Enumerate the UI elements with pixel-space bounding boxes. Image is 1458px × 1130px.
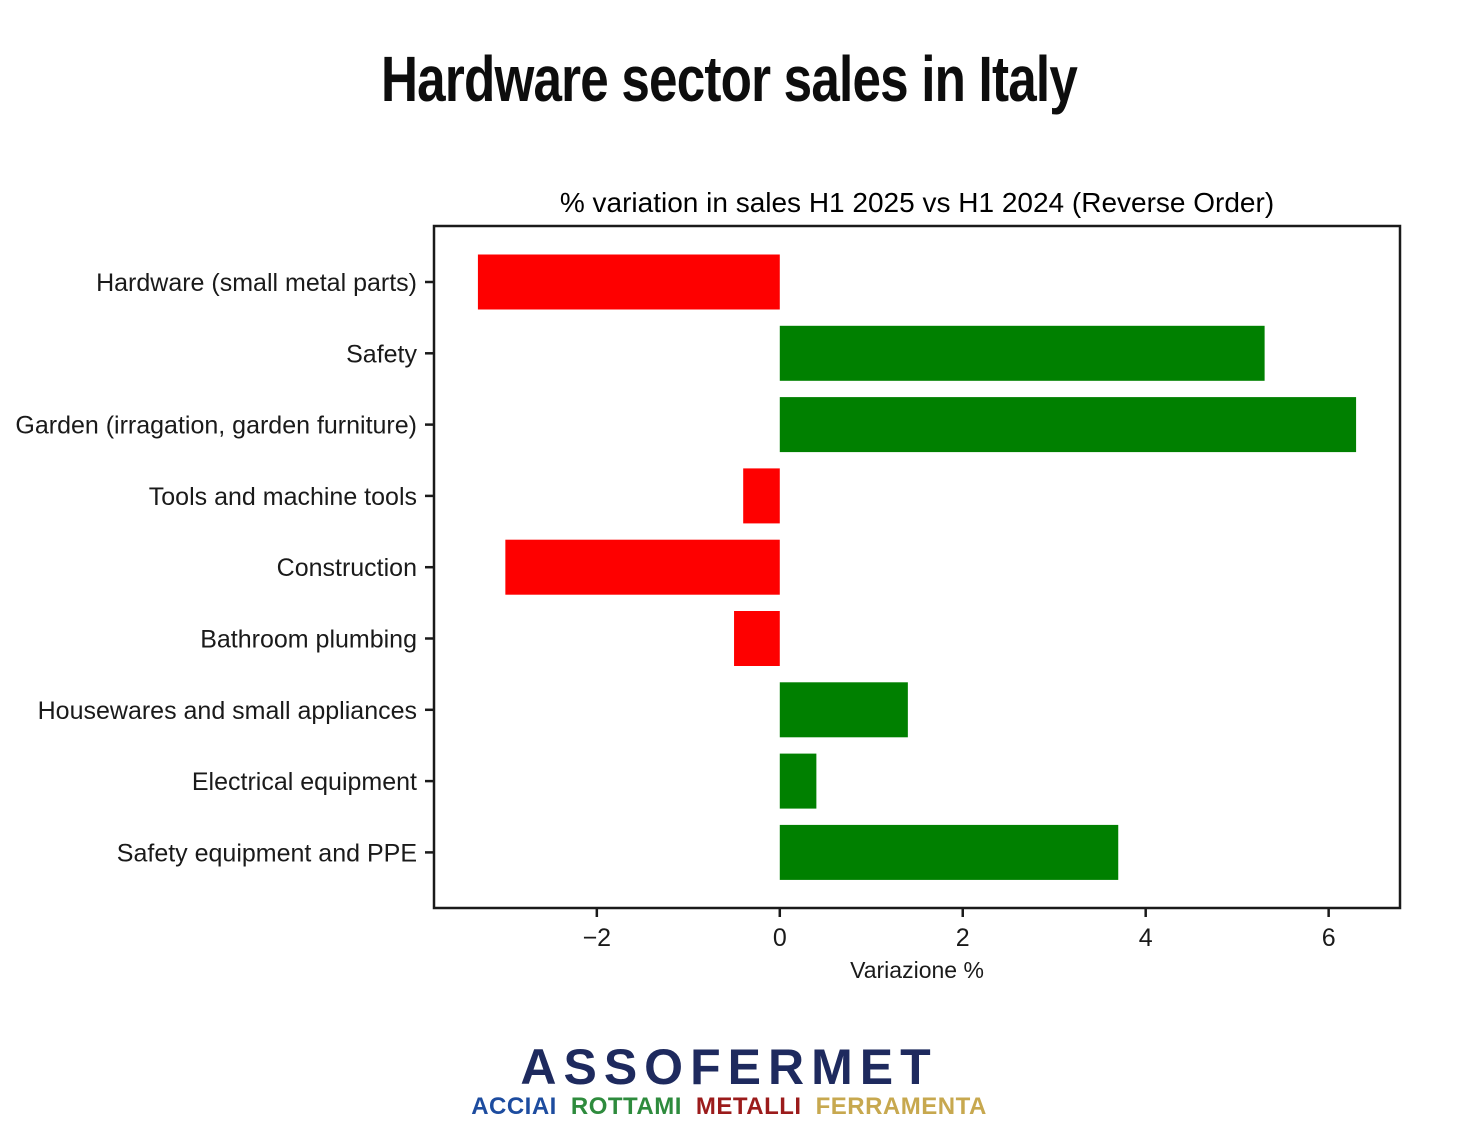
logo-subline: ACCIAI ROTTAMI METALLI FERRAMENTA [0, 1095, 1458, 1119]
logo-subword-ferramenta: FERRAMENTA [815, 1093, 987, 1120]
logo-wordmark: ASSOFERMET [520, 1039, 938, 1095]
x-tick-label: 2 [956, 924, 970, 952]
category-label: Bathroom plumbing [200, 626, 417, 654]
bar-6 [779, 682, 908, 738]
category-label: Hardware (small metal parts) [96, 269, 417, 297]
category-label: Safety equipment and PPE [117, 839, 417, 867]
x-axis-label: Variazione % [850, 957, 984, 983]
bar-3 [743, 468, 780, 524]
x-tick-label: 6 [1322, 924, 1336, 952]
bar-4 [505, 539, 780, 595]
bar-0 [477, 254, 780, 310]
category-label: Safety [346, 340, 417, 368]
bar-8 [779, 824, 1119, 880]
bar-chart: Hardware (small metal parts) Safety Garden… [15, 187, 1402, 983]
logo-subword-rottami: ROTTAMI [570, 1093, 682, 1120]
x-tick-label: 0 [773, 924, 787, 952]
logo-subword-acciai: ACCIAI [471, 1093, 557, 1120]
page-title: Hardware sector sales in Italy [0, 42, 1458, 116]
category-label: Electrical equipment [192, 768, 417, 796]
category-label: Housewares and small appliances [38, 697, 417, 725]
bar-7 [779, 753, 817, 809]
bar-5 [734, 611, 780, 666]
logo-subword-metalli: METALLI [695, 1093, 802, 1120]
assofermet-logo: ASSOFERMET ACCIAI ROTTAMI METALLI FERRAMENT… [0, 1042, 1458, 1119]
category-label: Construction [277, 554, 417, 582]
x-tick-label: −2 [583, 924, 612, 952]
bar-2 [779, 397, 1357, 453]
bar-1 [779, 325, 1265, 381]
page-title-text: Hardware sector sales in Italy [381, 43, 1078, 115]
x-tick-label: 4 [1139, 924, 1153, 952]
category-label: Tools and machine tools [149, 483, 417, 511]
chart-title: % variation in sales H1 2025 vs H1 2024 … [560, 187, 1274, 218]
category-label: Garden (irragation, garden furniture) [15, 412, 417, 440]
